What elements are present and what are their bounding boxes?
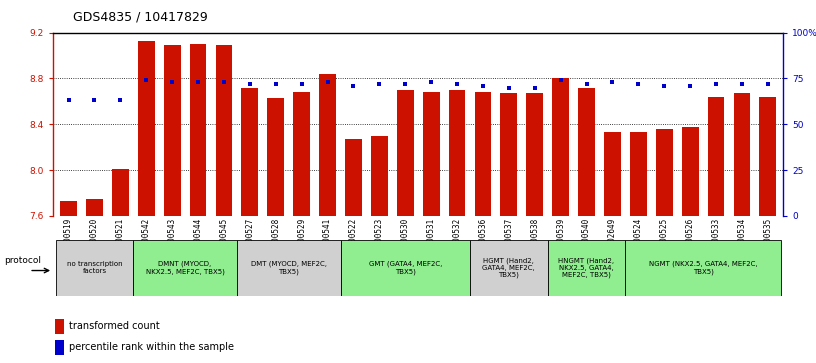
Text: NGMT (NKX2.5, GATA4, MEF2C,
TBX5): NGMT (NKX2.5, GATA4, MEF2C, TBX5) (649, 261, 757, 275)
Point (166, 79, 179, 85)
Bar (319, 74, 336, 216)
Text: protocol: protocol (4, 257, 42, 265)
Point (399, 81, 412, 87)
Bar (55, 240, 133, 296)
Point (684, 83, 697, 89)
Point (503, 85, 516, 90)
Text: HNGMT (Hand2,
NKX2.5, GATA4,
MEF2C, TBX5): HNGMT (Hand2, NKX2.5, GATA4, MEF2C, TBX5… (558, 257, 614, 278)
Bar (237, 240, 340, 296)
Bar (345, 139, 361, 216)
Bar (138, 41, 155, 216)
Bar (340, 240, 470, 296)
Point (373, 81, 386, 87)
Bar (60, 201, 77, 216)
Bar (112, 169, 129, 216)
Text: no transcription
factors: no transcription factors (67, 261, 122, 274)
Bar (423, 92, 440, 216)
Bar (681, 127, 698, 216)
Text: DMT (MYOCD, MEF2C,
TBX5): DMT (MYOCD, MEF2C, TBX5) (251, 261, 326, 275)
Point (347, 83, 360, 89)
Bar (475, 92, 491, 216)
Bar (242, 87, 259, 216)
Text: GDS4835 / 10417829: GDS4835 / 10417829 (73, 11, 208, 24)
Point (554, 77, 567, 83)
Point (658, 83, 671, 89)
Point (632, 81, 645, 87)
Bar (268, 98, 284, 216)
Point (217, 79, 230, 85)
Point (192, 79, 205, 85)
Bar (578, 87, 595, 216)
Bar (500, 93, 517, 216)
Point (269, 81, 282, 87)
Bar (552, 78, 569, 216)
Bar (656, 129, 672, 216)
Point (735, 81, 748, 87)
Bar (371, 136, 388, 216)
Bar (55, 319, 64, 334)
Bar (164, 45, 180, 216)
Bar (604, 132, 621, 216)
Point (606, 79, 619, 85)
Point (528, 85, 541, 90)
Bar (133, 240, 237, 296)
Bar (526, 93, 543, 216)
Text: GMT (GATA4, MEF2C,
TBX5): GMT (GATA4, MEF2C, TBX5) (369, 261, 442, 275)
Point (243, 81, 256, 87)
Bar (449, 90, 465, 216)
Bar (625, 240, 781, 296)
Bar (630, 132, 647, 216)
Point (761, 81, 774, 87)
Point (321, 79, 334, 85)
Bar (55, 339, 64, 355)
Bar (548, 240, 625, 296)
Bar (293, 92, 310, 216)
Point (140, 77, 153, 83)
Point (424, 79, 437, 85)
Point (450, 81, 463, 87)
Bar (215, 45, 233, 216)
Bar (734, 93, 751, 216)
Bar (397, 90, 414, 216)
Point (580, 81, 593, 87)
Text: transformed count: transformed count (69, 321, 159, 331)
Point (62, 98, 75, 103)
Bar (86, 199, 103, 216)
Bar (707, 97, 725, 216)
Point (114, 98, 127, 103)
Point (709, 81, 722, 87)
Point (477, 83, 490, 89)
Point (295, 81, 308, 87)
Text: HGMT (Hand2,
GATA4, MEF2C,
TBX5): HGMT (Hand2, GATA4, MEF2C, TBX5) (482, 257, 535, 278)
Bar (760, 97, 776, 216)
Bar (189, 44, 206, 216)
Text: DMNT (MYOCD,
NKX2.5, MEF2C, TBX5): DMNT (MYOCD, NKX2.5, MEF2C, TBX5) (146, 261, 224, 275)
Text: percentile rank within the sample: percentile rank within the sample (69, 342, 233, 352)
Point (88, 98, 101, 103)
Bar (470, 240, 548, 296)
